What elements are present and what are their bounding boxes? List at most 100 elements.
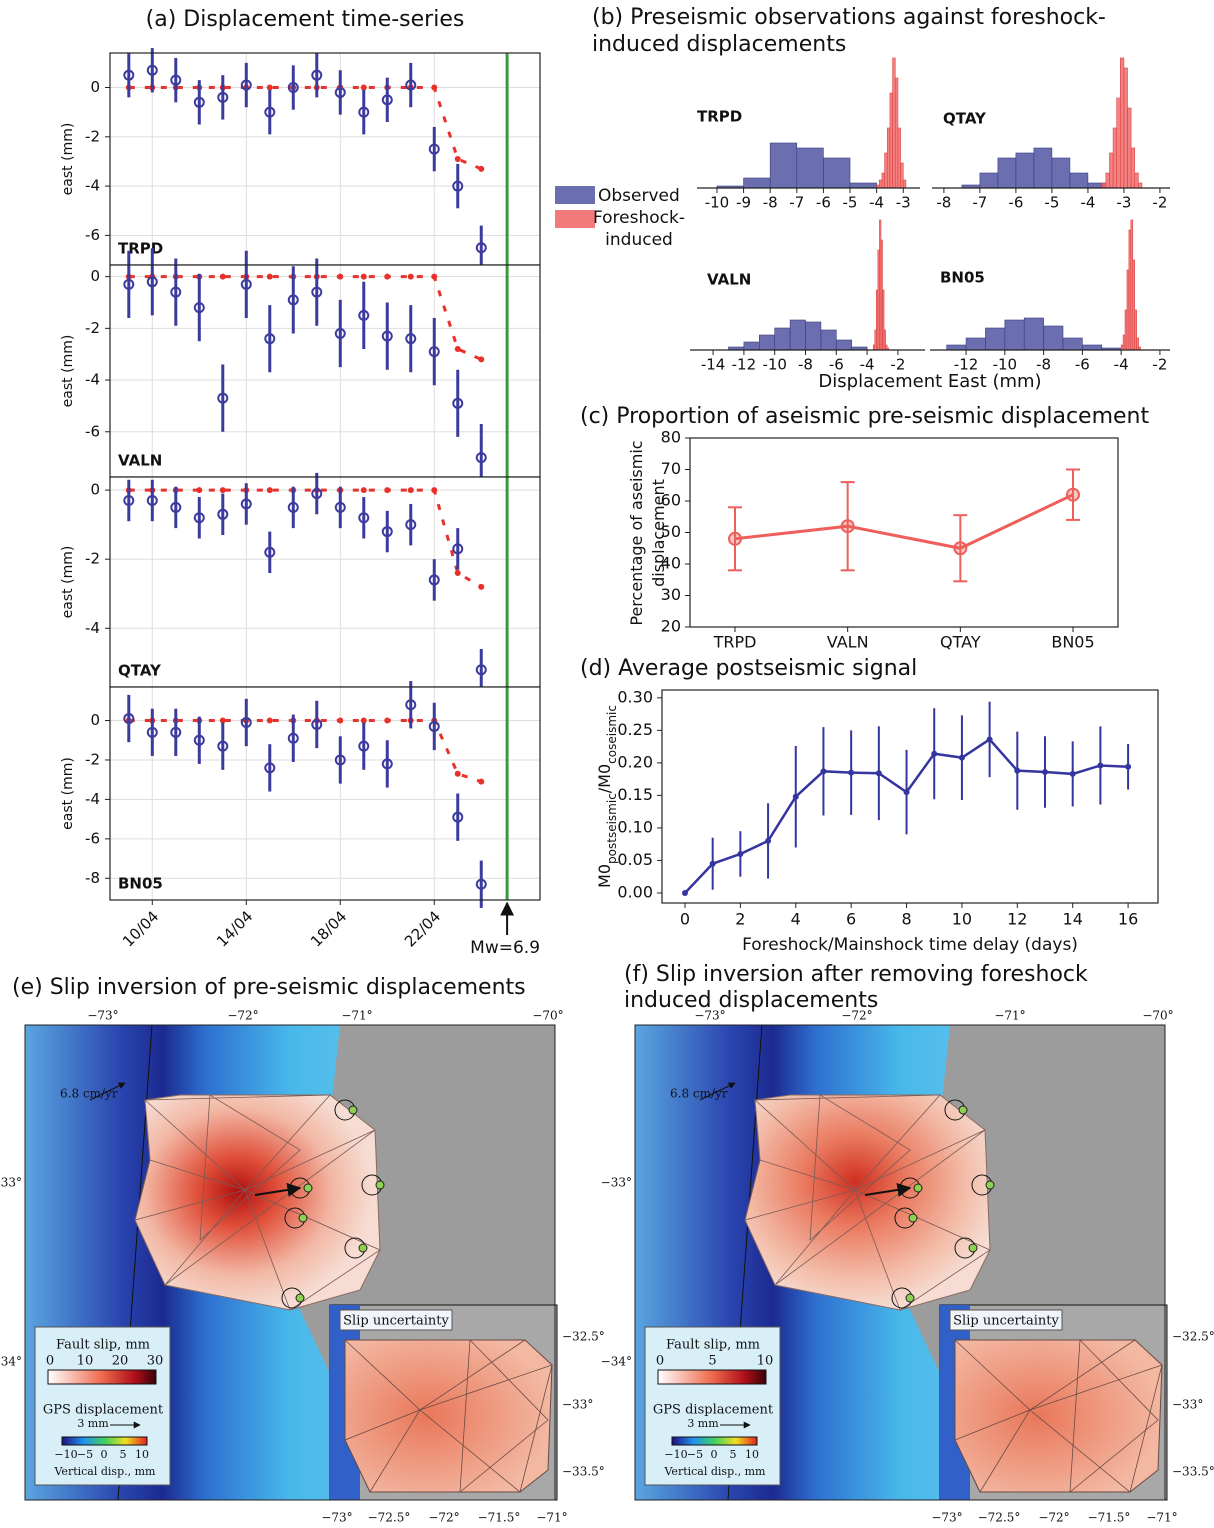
map-tick-label: −73°: [931, 1511, 962, 1525]
observation: [287, 501, 299, 513]
map-tick-label: −33.5°: [562, 1465, 605, 1479]
axes-frame: [661, 689, 1159, 904]
station-dot: [303, 1183, 313, 1193]
mesh: [953, 1339, 1137, 1411]
histogram-bar: [1043, 325, 1064, 351]
y-axis-label: east (mm): [60, 123, 76, 196]
x-tick-label: -2: [1152, 194, 1167, 212]
y-tick-label: 80: [661, 428, 681, 447]
model-point: [219, 487, 226, 494]
x-tick-label: -7: [789, 194, 804, 212]
model-point: [337, 273, 344, 280]
y-axis-label-part: /M0: [595, 764, 614, 793]
data-point: [1069, 770, 1076, 777]
map-tick-label: −32.5°: [562, 1330, 605, 1344]
y-tick-label: 50: [661, 522, 681, 541]
x-tick-label: -6: [829, 356, 844, 374]
histogram-bar: [900, 162, 904, 189]
mesh: [1069, 1339, 1159, 1493]
histogram-bar: [946, 344, 967, 351]
x-tick-label: QTAY: [940, 633, 981, 652]
histogram-bar: [1102, 182, 1107, 189]
inset-title-box: [339, 1309, 453, 1331]
data-point: [875, 770, 882, 777]
y-axis-label: M0postseismic/M0coseismic: [595, 705, 619, 888]
histogram-bar: [1112, 127, 1118, 189]
histogram-bar: [985, 327, 1006, 351]
mesh: [343, 1339, 527, 1411]
observation: [193, 96, 205, 108]
mesh: [134, 1159, 247, 1221]
station-label: TRPD: [697, 108, 742, 126]
histogram-bar: [886, 127, 891, 189]
map-frame: [634, 1024, 1166, 1501]
data-point: [737, 850, 744, 857]
plot-area: [110, 687, 540, 900]
x-tick-label: -10: [762, 356, 787, 374]
data-point: [765, 837, 772, 844]
fault-plane: [134, 1094, 381, 1311]
histogram-bar: [881, 172, 885, 189]
x-tick-label: -2: [1152, 356, 1167, 374]
y-tick-label: -4: [85, 371, 100, 389]
observation: [193, 512, 205, 524]
x-tick-label: -8: [798, 356, 813, 374]
station-dot: [348, 1105, 358, 1115]
panel-title: (b) Preseismic observations against fore…: [592, 5, 1106, 57]
model-point: [407, 273, 414, 280]
histogram-bar: [1120, 57, 1125, 189]
x-tick-label: 12: [1007, 910, 1027, 929]
observation: [452, 811, 464, 823]
x-tick-label: TRPD: [713, 633, 757, 652]
uncertainty-plane: [344, 1339, 553, 1493]
axes-frame: [689, 437, 1119, 628]
y-tick-label: -6: [85, 422, 100, 440]
legend-title: Fault slip, mm: [56, 1338, 150, 1353]
vertical-colorbar: [671, 1436, 758, 1446]
y-tick-label: -2: [85, 127, 100, 145]
data-point: [681, 889, 688, 896]
x-tick-label: -12: [954, 356, 979, 374]
mesh: [774, 1129, 986, 1286]
model-point: [454, 346, 461, 353]
histogram-bar: [1127, 107, 1132, 189]
x-tick-label: -3: [896, 194, 911, 212]
observation: [193, 302, 205, 314]
station-label: BN05: [940, 269, 985, 287]
observation: [381, 526, 393, 538]
model-point: [478, 583, 485, 590]
plot-area: [110, 265, 540, 477]
observation: [287, 294, 299, 306]
gps-arrow: [254, 1183, 302, 1197]
x-tick-label: -6: [1008, 194, 1023, 212]
legend-scale: 3 mm: [77, 1417, 109, 1430]
x-tick-label: 22/04: [401, 907, 444, 950]
plot-area: [110, 477, 540, 687]
colorbar-tick: 10: [77, 1354, 94, 1369]
panel-title: (c) Proportion of aseismic pre-seismic d…: [580, 404, 1149, 429]
colorbar-tick: 10: [757, 1354, 774, 1369]
y-axis-label-part: M0: [595, 864, 614, 888]
velocity-label: 6.8 cm/yr: [60, 1087, 118, 1101]
histogram-bar: [965, 337, 986, 351]
legend-box: [644, 1326, 781, 1486]
data-point: [728, 531, 742, 546]
map-tick-label: −71°: [1146, 1511, 1177, 1525]
x-tick-label: -4: [1080, 194, 1095, 212]
observation: [123, 494, 135, 506]
x-tick-label: -7: [972, 194, 987, 212]
model-point: [360, 717, 367, 724]
inset-title: Slip uncertainty: [343, 1314, 449, 1329]
histogram-bar: [820, 329, 837, 351]
histogram-bar: [1082, 344, 1103, 351]
y-tick-label: -6: [85, 829, 100, 847]
series-line: [734, 493, 1074, 550]
legend-title: Fault slip, mm: [666, 1338, 760, 1353]
map-tick-label: −71°: [536, 1511, 567, 1525]
histogram-bar: [884, 152, 888, 189]
station-dot: [968, 1243, 978, 1253]
legend-title: Vertical disp., mm: [664, 1465, 767, 1478]
data-point: [1014, 767, 1021, 774]
map-tick-label: −72°: [1038, 1511, 1069, 1525]
legend-swatch: [555, 210, 595, 228]
